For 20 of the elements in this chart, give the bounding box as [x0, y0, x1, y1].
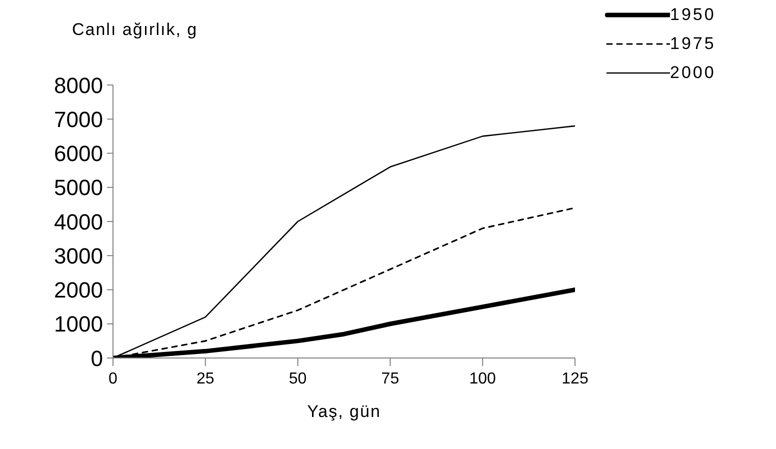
- y-tick-label: 3000: [54, 243, 103, 268]
- y-tick-label: 5000: [54, 175, 103, 200]
- y-tick-label: 4000: [54, 209, 103, 234]
- legend-label: 2000: [670, 62, 716, 82]
- y-tick-label: 1000: [54, 312, 103, 337]
- x-axis-title: Yaş, gün: [307, 402, 381, 422]
- legend-label: 1975: [670, 34, 716, 54]
- y-tick-label: 0: [90, 346, 103, 371]
- x-tick-label: 125: [562, 370, 588, 388]
- y-tick-label: 8000: [54, 72, 103, 98]
- y-axis-title: Canlı ağırlık, g: [72, 20, 198, 40]
- x-tick-label: 25: [196, 370, 214, 388]
- y-tick-label: 6000: [54, 141, 103, 166]
- x-tick-label: 75: [381, 370, 400, 388]
- y-tick-label: 7000: [54, 106, 103, 132]
- legend-label: 1950: [670, 4, 716, 24]
- x-tick-label: 100: [469, 370, 496, 388]
- x-tick-label: 50: [288, 370, 307, 388]
- y-tick-label: 2000: [54, 278, 103, 303]
- x-tick-label: 0: [108, 370, 118, 388]
